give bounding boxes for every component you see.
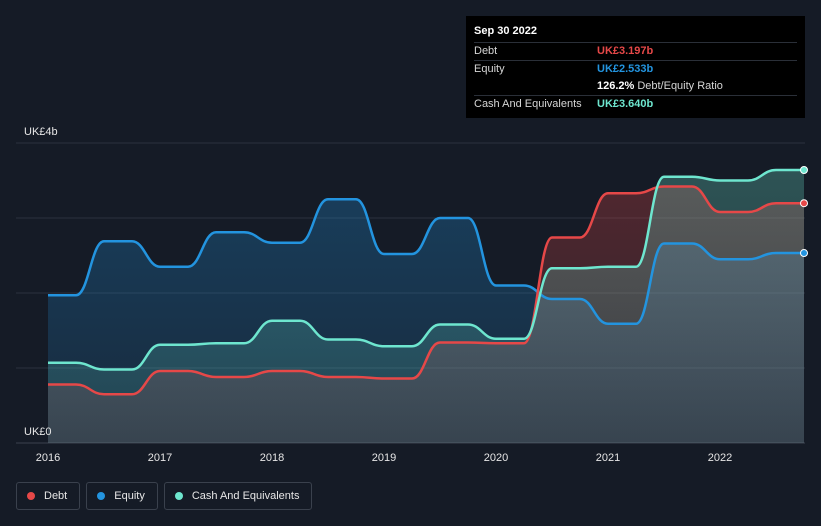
y-axis-zero-label: UK£0 [24, 426, 52, 438]
x-tick-label: 2018 [260, 452, 284, 464]
tooltip-debt-value: UK£3.197b [597, 45, 654, 57]
x-tick-label: 2021 [596, 452, 620, 464]
tooltip-ratio-value: 126.2% [597, 80, 635, 92]
legend-debt-label: Debt [44, 490, 68, 502]
chart-legend: Debt Equity Cash And Equivalents [16, 482, 313, 510]
equity-end-marker [800, 249, 808, 258]
x-tick-label: 2019 [372, 452, 396, 464]
tooltip-date: Sep 30 2022 [474, 25, 537, 37]
cash-dot-icon [174, 492, 183, 500]
x-tick-label: 2017 [148, 452, 172, 464]
legend-cash-label: Cash And Equivalents [191, 490, 300, 502]
equity-line [48, 198, 804, 325]
tooltip-equity-label: Equity [474, 63, 505, 75]
tooltip-cash-value: UK£3.640b [597, 98, 654, 110]
legend-equity-label: Equity [114, 490, 145, 502]
cash-and-equivalents-end-marker [800, 166, 808, 174]
x-tick-label: 2016 [36, 452, 60, 464]
equity-dot-icon [97, 492, 106, 500]
tooltip-ratio-row: 126.2% Debt/Equity Ratio [474, 78, 797, 95]
debt-dot-icon [27, 492, 35, 500]
x-tick-label: 2022 [708, 452, 732, 464]
legend-item-cash[interactable]: Cash And Equivalents [163, 482, 313, 510]
cash-and-equivalents-line [48, 168, 804, 371]
tooltip-cash-row: Cash And Equivalents UK£3.640b [474, 95, 797, 113]
tooltip-cash-label: Cash And Equivalents [474, 98, 582, 110]
tooltip: Sep 30 2022 Debt UK£3.197b Equity UK£2.5… [466, 16, 805, 118]
legend-item-debt[interactable]: Debt [16, 482, 81, 510]
tooltip-equity-row: Equity UK£2.533b [474, 60, 797, 78]
legend-item-equity[interactable]: Equity [86, 482, 158, 510]
tooltip-ratio-label: Debt/Equity Ratio [637, 80, 723, 92]
y-axis-top-label: UK£4b [24, 126, 58, 138]
debt-end-marker [800, 199, 808, 208]
tooltip-debt-label: Debt [474, 45, 498, 57]
debt-line [48, 185, 804, 396]
x-tick-label: 2020 [484, 452, 508, 464]
tooltip-debt-row: Debt UK£3.197b [474, 42, 797, 60]
cash-and-equivalents-area [48, 170, 804, 443]
tooltip-equity-value: UK£2.533b [597, 63, 654, 75]
